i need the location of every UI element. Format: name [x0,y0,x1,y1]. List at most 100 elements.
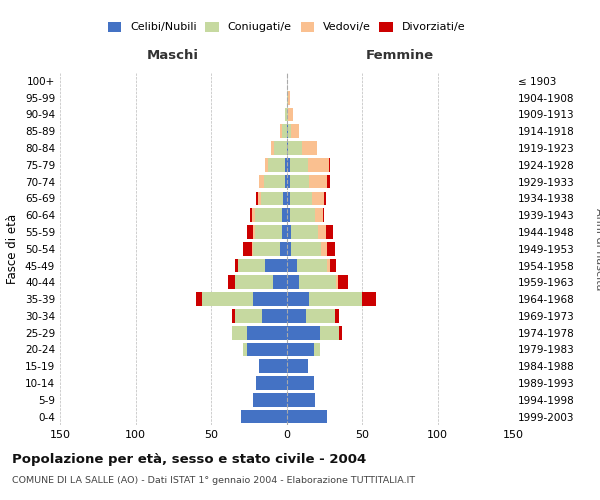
Bar [337,276,338,289]
Bar [320,326,340,340]
Bar [282,225,287,239]
Bar [285,174,287,188]
Bar [258,192,261,205]
Bar [324,192,326,205]
Bar [243,242,252,256]
Bar [287,225,291,239]
Bar [273,276,287,289]
Bar [243,342,247,356]
Bar [253,242,280,256]
Bar [291,225,318,239]
Text: Femmine: Femmine [365,50,434,62]
Bar [282,124,287,138]
Bar [271,141,274,155]
Bar [255,208,282,222]
Bar [253,393,287,406]
Bar [253,225,255,239]
Bar [250,208,252,222]
Bar [312,192,324,205]
Bar [287,174,290,188]
Bar [287,141,288,155]
Bar [338,276,349,289]
Bar [287,276,299,289]
Legend: Celibi/Nubili, Coniugati/e, Vedovi/e, Divorziati/e: Celibi/Nubili, Coniugati/e, Vedovi/e, Di… [107,22,466,32]
Bar [291,242,321,256]
Bar [287,124,288,138]
Bar [247,326,287,340]
Bar [287,91,288,104]
Bar [287,208,290,222]
Bar [290,208,315,222]
Bar [287,242,291,256]
Bar [202,292,253,306]
Bar [323,208,324,222]
Bar [280,124,282,138]
Bar [362,292,376,306]
Bar [287,393,315,406]
Bar [321,242,327,256]
Y-axis label: Fasce di età: Fasce di età [7,214,19,284]
Bar [306,309,335,323]
Bar [290,174,309,188]
Bar [261,192,283,205]
Bar [268,158,285,172]
Bar [287,258,297,272]
Bar [265,258,287,272]
Bar [288,91,290,104]
Text: COMUNE DI LA SALLE (AO) - Dati ISTAT 1° gennaio 2004 - Elaborazione TUTTITALIA.I: COMUNE DI LA SALLE (AO) - Dati ISTAT 1° … [12,476,415,485]
Bar [314,342,320,356]
Bar [309,292,362,306]
Bar [287,376,314,390]
Bar [255,225,282,239]
Bar [327,242,335,256]
Bar [287,309,306,323]
Bar [232,326,247,340]
Bar [340,326,343,340]
Bar [309,174,327,188]
Bar [235,276,273,289]
Bar [247,342,287,356]
Bar [252,242,253,256]
Bar [256,192,258,205]
Bar [326,225,334,239]
Bar [252,208,255,222]
Bar [227,276,235,289]
Bar [297,258,327,272]
Bar [241,410,287,424]
Bar [274,141,287,155]
Bar [253,292,287,306]
Bar [287,342,314,356]
Bar [287,192,290,205]
Bar [288,124,291,138]
Bar [235,309,262,323]
Bar [238,258,265,272]
Bar [282,208,287,222]
Bar [285,158,287,172]
Bar [280,242,287,256]
Bar [235,258,238,272]
Bar [287,326,320,340]
Bar [259,174,264,188]
Bar [287,410,327,424]
Bar [265,158,268,172]
Bar [287,360,308,373]
Bar [335,309,340,323]
Bar [318,225,326,239]
Bar [290,158,308,172]
Bar [259,360,287,373]
Bar [287,292,309,306]
Text: Maschi: Maschi [147,50,199,62]
Y-axis label: Anni di nascita: Anni di nascita [594,208,600,290]
Bar [287,158,290,172]
Bar [247,225,253,239]
Bar [290,192,312,205]
Bar [327,258,330,272]
Bar [288,141,302,155]
Bar [232,309,235,323]
Bar [302,141,317,155]
Bar [256,376,287,390]
Bar [299,276,337,289]
Bar [329,158,330,172]
Bar [291,124,299,138]
Bar [308,158,329,172]
